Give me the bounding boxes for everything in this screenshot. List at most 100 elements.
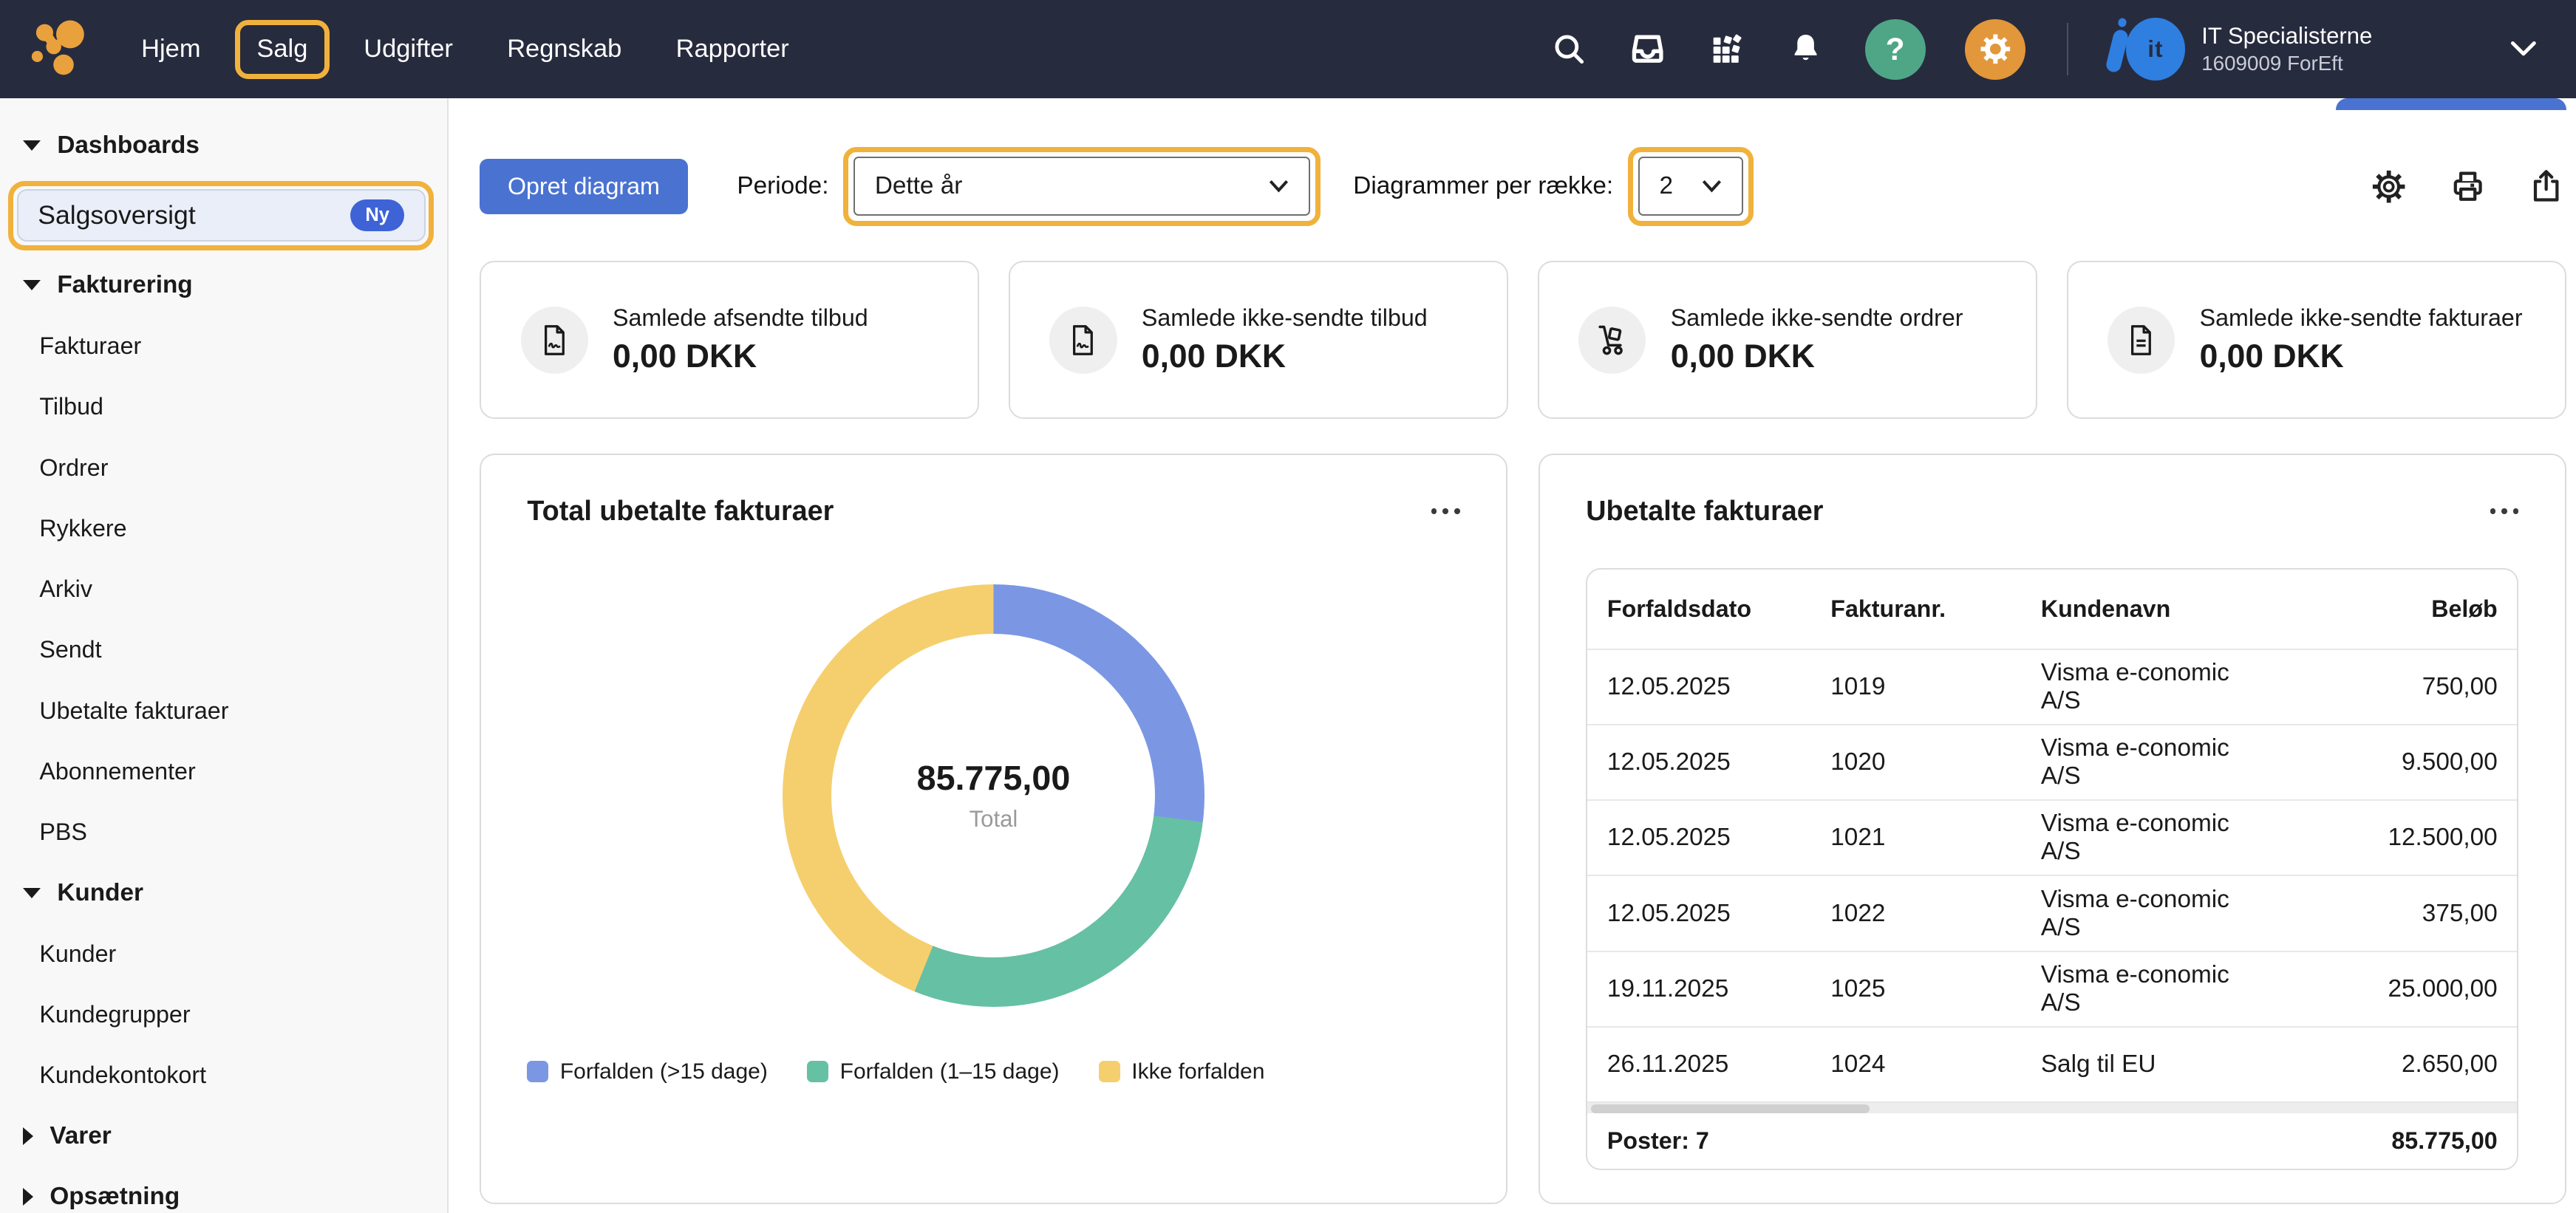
cell-amount: 9.500,00 (2402, 748, 2498, 776)
footer-total: 85.775,00 (2391, 1127, 2498, 1155)
kpi-cards-row: Samlede afsendte tilbud 0,00 DKK Samlede… (480, 261, 2566, 419)
sidebar-item-label: Salgsoversigt (38, 200, 196, 230)
account-text: IT Specialisterne 1609009 ForEft (2201, 22, 2372, 76)
legend-swatch (527, 1061, 549, 1083)
inbox-icon[interactable] (1628, 30, 1667, 69)
chevron-down-icon (1702, 180, 1721, 193)
sidebar-item-arkiv[interactable]: Arkiv (39, 575, 92, 603)
kpi-card-ikke-sendte-ordrer: Samlede ikke-sendte ordrer 0,00 DKK (1537, 261, 2037, 419)
navbar-left: Hjem Salg Udgifter Regnskab Rapporter (27, 16, 809, 82)
donut-center: 85.775,00 Total (831, 633, 1156, 957)
nav-item-regnskab[interactable]: Regnskab (507, 35, 622, 64)
print-icon[interactable] (2448, 167, 2487, 206)
account-menu[interactable]: it IT Specialisterne 1609009 ForEft (2105, 16, 2372, 82)
new-badge: Ny (350, 199, 405, 231)
highlight-frame-per-row: 2 (1628, 146, 1754, 226)
sidebar-item-kundekontokort[interactable]: Kundekontokort (39, 1062, 207, 1089)
table-row[interactable]: 12.05.2025 1022 Visma e-conomic A/S 375,… (1587, 875, 2518, 950)
sidebar-section-varer[interactable]: Varer (0, 1106, 447, 1166)
table-row[interactable]: 12.05.2025 1019 Visma e-conomic A/S 750,… (1587, 648, 2518, 724)
sidebar-section-dashboards[interactable]: Dashboards (0, 115, 447, 176)
dashboard-settings-gear-icon[interactable] (2369, 167, 2408, 206)
apps-grid-icon[interactable] (1707, 30, 1746, 69)
avatar: it (2105, 16, 2185, 82)
sidebar-item-salgsoversigt[interactable]: Salgsoversigt Ny (16, 188, 426, 242)
period-select[interactable]: Dette år (853, 157, 1311, 216)
cell-due-date: 26.11.2025 (1606, 1050, 1729, 1079)
export-share-icon[interactable] (2526, 167, 2566, 206)
legend-label: Forfalden (1–15 dage) (839, 1059, 1060, 1084)
kpi-value: 0,00 DKK (1670, 338, 1815, 375)
account-company: IT Specialisterne (2201, 23, 2373, 49)
dashboard-toolbar: Opret diagram Periode: Dette år Diagramm… (480, 145, 2566, 228)
e-conomic-logo-icon[interactable] (27, 16, 89, 82)
chevron-down-icon[interactable] (2504, 30, 2543, 69)
panel-header: Total ubetalte fakturaer (527, 494, 1460, 529)
main-nav: Hjem Salg Udgifter Regnskab Rapporter (121, 19, 808, 79)
sidebar-item-pbs[interactable]: PBS (39, 819, 87, 846)
column-header: Forfaldsdato (1606, 595, 1752, 622)
notifications-bell-icon[interactable] (1786, 30, 1825, 69)
legend-item-forfalden-1-15[interactable]: Forfalden (1–15 dage) (807, 1059, 1060, 1084)
kpi-title: Samlede ikke-sendte ordrer (1670, 304, 1963, 332)
sidebar-item-sendt[interactable]: Sendt (39, 636, 102, 663)
table-row[interactable]: 12.05.2025 1020 Visma e-conomic A/S 9.50… (1587, 723, 2518, 799)
search-icon[interactable] (1550, 30, 1589, 69)
cell-invoice-no: 1025 (1830, 974, 1886, 1002)
sidebar-item-abonnementer[interactable]: Abonnementer (39, 757, 196, 785)
nav-item-salg[interactable]: Salg (235, 19, 330, 79)
cell-invoice-no: 1019 (1830, 672, 1886, 700)
help-button[interactable]: ? (1864, 18, 1926, 80)
donut-total-label: Total (969, 806, 1018, 833)
cell-due-date: 12.05.2025 (1606, 824, 1731, 852)
nav-item-rapporter[interactable]: Rapporter (675, 35, 789, 64)
table-header-row: Forfaldsdato Fakturanr. Kundenavn Beløb (1587, 570, 2517, 649)
charts-per-row-select[interactable]: 2 (1638, 157, 1744, 216)
kpi-value: 0,00 DKK (1141, 338, 1287, 375)
legend-item-ikke-forfalden[interactable]: Ikke forfalden (1098, 1059, 1264, 1084)
card-menu-icon[interactable] (2490, 502, 2519, 521)
sidebar-item-ubetalte-fakturaer[interactable]: Ubetalte fakturaer (39, 697, 229, 724)
table-row[interactable]: 12.05.2025 1021 Visma e-conomic A/S 12.5… (1587, 799, 2518, 875)
card-menu-icon[interactable] (1431, 502, 1460, 521)
table-horizontal-scrollbar[interactable] (1587, 1101, 2518, 1113)
nav-item-udgifter[interactable]: Udgifter (364, 35, 453, 64)
scrollbar-thumb[interactable] (1590, 1104, 1870, 1113)
sidebar-item-kunder[interactable]: Kunder (39, 940, 117, 967)
sidebar: Dashboards Salgsoversigt Ny Fakturering … (0, 98, 449, 1213)
table-row[interactable]: 26.11.2025 1024 Salg til EU 2.650,00 (1587, 1025, 2518, 1101)
section-label: Fakturering (57, 271, 193, 299)
cell-customer: Visma e-conomic A/S (2040, 885, 2229, 941)
cell-customer: Visma e-conomic A/S (2040, 810, 2229, 866)
cell-amount: 750,00 (2422, 672, 2498, 700)
table-footer-row: Poster: 7 85.775,00 (1587, 1113, 2517, 1169)
row-count: Poster: 7 (1606, 1127, 1709, 1155)
sidebar-item-fakturaer[interactable]: Fakturaer (39, 332, 142, 360)
nav-item-hjem[interactable]: Hjem (141, 35, 201, 64)
create-chart-button[interactable]: Opret diagram (480, 158, 688, 215)
panel-header: Ubetalte fakturaer (1586, 494, 2519, 529)
kpi-text: Samlede afsendte tilbud 0,00 DKK (613, 304, 868, 375)
sidebar-item-tilbud[interactable]: Tilbud (39, 393, 103, 420)
cell-invoice-no: 1024 (1830, 1050, 1886, 1079)
cell-invoice-no: 1020 (1830, 748, 1886, 776)
sidebar-item-rykkere[interactable]: Rykkere (39, 514, 127, 541)
sidebar-item-ordrer[interactable]: Ordrer (39, 454, 109, 481)
sidebar-section-fakturering[interactable]: Fakturering (0, 255, 447, 315)
legend-item-forfalden-over-15[interactable]: Forfalden (>15 dage) (527, 1059, 768, 1084)
hand-truck-icon (1578, 306, 1646, 374)
cell-due-date: 12.05.2025 (1606, 899, 1731, 927)
partially-hidden-button[interactable] (2336, 98, 2566, 110)
settings-button[interactable] (1965, 18, 2026, 80)
kpi-value: 0,00 DKK (612, 338, 757, 375)
sidebar-item-kundegrupper[interactable]: Kundegrupper (39, 1000, 191, 1028)
kpi-title: Samlede ikke-sendte fakturaer (2199, 304, 2523, 332)
cell-amount: 375,00 (2422, 899, 2498, 927)
table-row[interactable]: 19.11.2025 1025 Visma e-conomic A/S 25.0… (1587, 950, 2518, 1026)
sidebar-section-opsaetning[interactable]: Opsætning (0, 1166, 447, 1213)
cell-amount: 25.000,00 (2388, 974, 2498, 1002)
unpaid-invoices-card: Ubetalte fakturaer Forfaldsdato Fakturan… (1539, 453, 2566, 1204)
chevron-down-icon (1269, 180, 1288, 193)
sidebar-section-kunder[interactable]: Kunder (0, 863, 447, 923)
